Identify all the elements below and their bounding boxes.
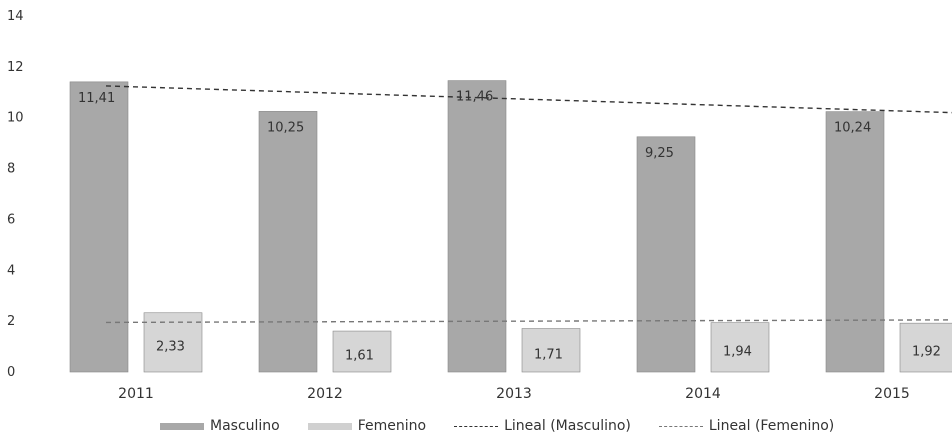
data-label-masculino-2013: 11,46 bbox=[456, 90, 493, 105]
bar-femenino-2012 bbox=[332, 330, 392, 373]
y-tick-label: 8 bbox=[7, 162, 15, 177]
x-tick-label: 2015 bbox=[874, 386, 910, 402]
legend-item-masculino: Masculino bbox=[160, 418, 280, 434]
data-label-masculino-2014: 9,25 bbox=[645, 146, 674, 161]
y-axis: 0 2 4 6 8 10 12 14 bbox=[7, 9, 24, 380]
bars bbox=[69, 80, 952, 373]
y-tick-label: 10 bbox=[7, 111, 24, 126]
bar-masculino-2011 bbox=[69, 81, 129, 373]
x-tick-label: 2011 bbox=[118, 386, 154, 402]
legend-label-masculino: Masculino bbox=[210, 418, 280, 434]
data-label-femenino-2013: 1,71 bbox=[534, 347, 563, 362]
data-labels: 11,41 2,33 10,25 1,61 11,46 1,71 9,25 1,94 10,24… bbox=[78, 90, 941, 364]
y-tick-label: 0 bbox=[7, 365, 15, 380]
y-tick-label: 12 bbox=[7, 60, 24, 75]
data-label-masculino-2011: 11,41 bbox=[78, 91, 115, 106]
bar-femenino-2015 bbox=[899, 322, 952, 373]
data-label-masculino-2012: 10,25 bbox=[267, 120, 304, 135]
y-tick-label: 4 bbox=[7, 263, 15, 278]
y-tick-label: 6 bbox=[7, 212, 15, 227]
y-tick-label: 14 bbox=[7, 9, 24, 24]
legend-item-lineal-masculino: Lineal (Masculino) bbox=[454, 418, 631, 434]
legend-label-lineal-femenino: Lineal (Femenino) bbox=[708, 418, 835, 434]
x-tick-label: 2012 bbox=[307, 386, 343, 402]
data-label-femenino-2011: 2,33 bbox=[156, 339, 185, 354]
legend-swatch-femenino bbox=[307, 422, 352, 430]
trendline-masculino bbox=[105, 85, 952, 114]
trendline-femenino bbox=[105, 319, 952, 324]
legend-swatch-lineal-masculino bbox=[454, 425, 499, 427]
data-label-masculino-2015: 10,24 bbox=[834, 121, 871, 136]
legend: Masculino Femenino Lineal (Masculino) Li… bbox=[160, 418, 834, 434]
y-tick-label: 2 bbox=[7, 314, 15, 329]
data-label-femenino-2014: 1,94 bbox=[723, 344, 752, 359]
bar-masculino-2013 bbox=[447, 80, 507, 373]
legend-swatch-masculino bbox=[160, 422, 204, 430]
bar-masculino-2012 bbox=[258, 111, 318, 373]
x-tick-label: 2014 bbox=[685, 386, 721, 402]
bar-femenino-2014 bbox=[710, 322, 770, 373]
legend-label-lineal-masculino: Lineal (Masculino) bbox=[504, 418, 631, 434]
bar-masculino-2014 bbox=[636, 136, 696, 373]
x-tick-label: 2013 bbox=[496, 386, 532, 402]
data-label-femenino-2015: 1,92 bbox=[912, 345, 941, 360]
legend-swatch-lineal-femenino bbox=[658, 425, 703, 427]
bar-femenino-2013 bbox=[521, 328, 581, 373]
trendlines bbox=[105, 85, 952, 324]
bar-masculino-2015 bbox=[825, 111, 885, 373]
x-axis: 2011 2012 2013 2014 2015 bbox=[118, 386, 910, 402]
legend-label-femenino: Femenino bbox=[357, 418, 427, 434]
data-label-femenino-2012: 1,61 bbox=[345, 349, 374, 364]
legend-item-lineal-femenino: Lineal (Femenino) bbox=[658, 418, 835, 434]
legend-item-femenino: Femenino bbox=[307, 418, 427, 434]
